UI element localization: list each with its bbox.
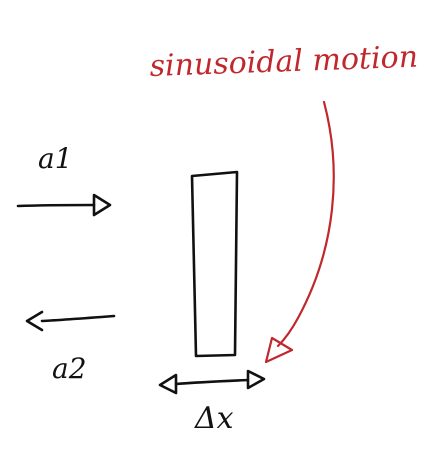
motion-annotation-arrow: [276, 100, 335, 348]
incoming-wave-arrow: [16, 203, 96, 208]
reflected-wave-label: a2: [52, 352, 87, 385]
incoming-wave-arrowhead: [92, 193, 112, 217]
sinusoidal-motion-label: sinusoidal motion: [149, 40, 419, 84]
motion-annotation-arrowhead: [264, 336, 294, 364]
displacement-right-arrowhead: [246, 369, 266, 390]
vertical-plate: [190, 170, 239, 358]
displacement-label: Δx: [194, 401, 234, 436]
reflected-wave-arrow: [40, 314, 116, 323]
displacement-left-arrowhead: [158, 373, 178, 395]
reflected-wave-arrowhead: [25, 310, 44, 332]
incoming-wave-label: a1: [38, 142, 73, 175]
displacement-arrow: [174, 378, 250, 386]
